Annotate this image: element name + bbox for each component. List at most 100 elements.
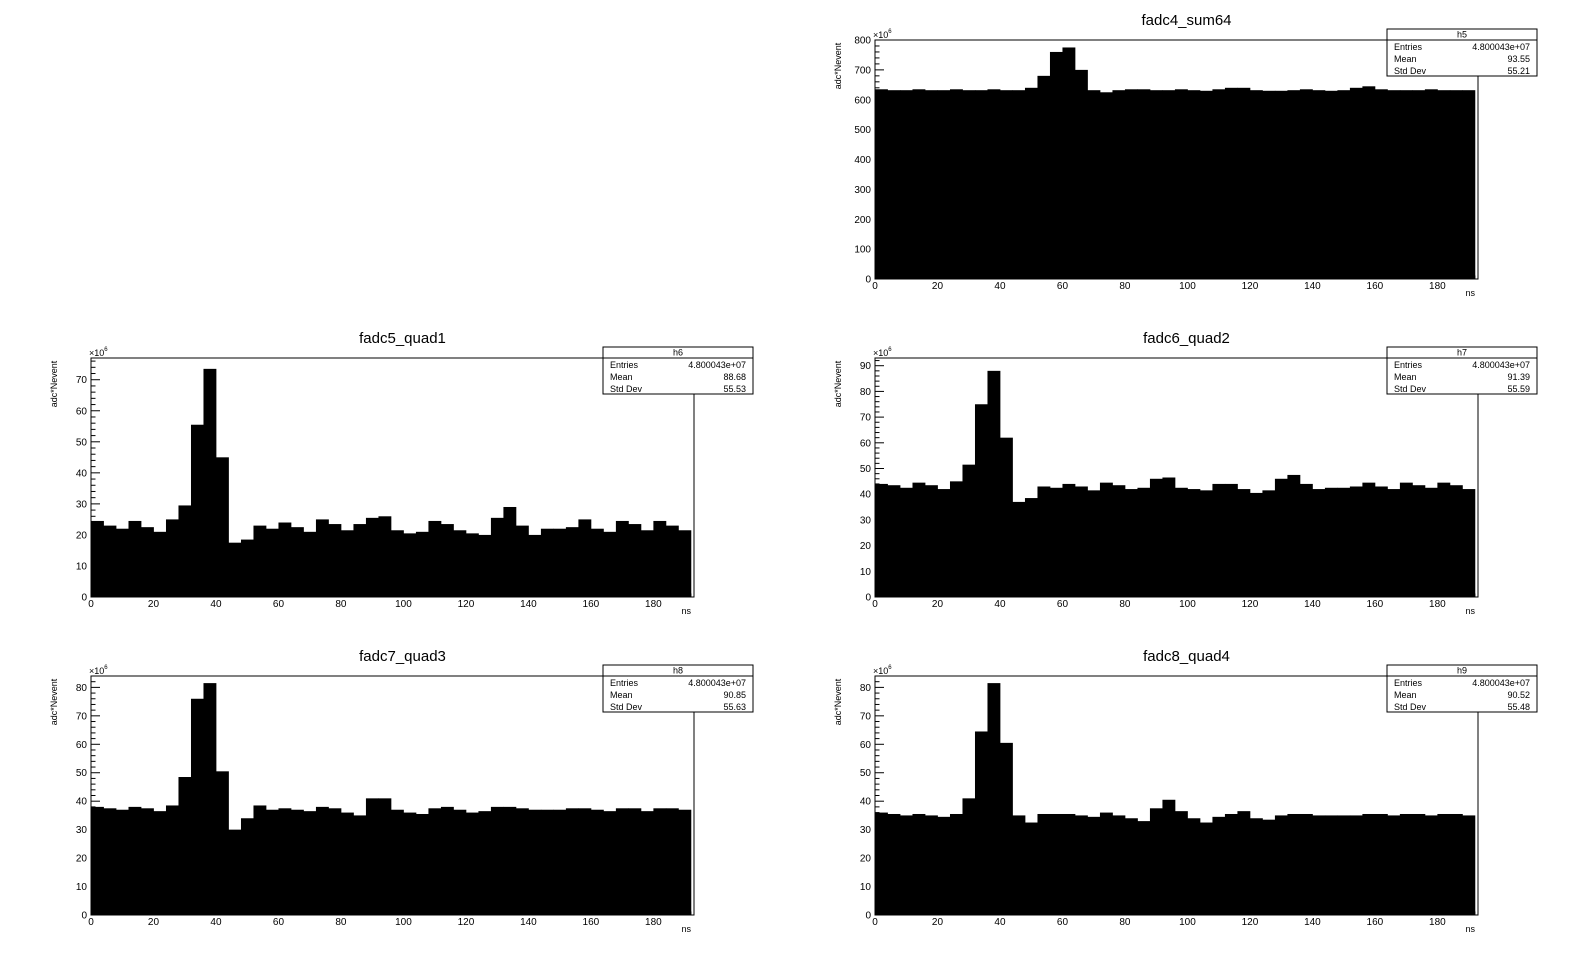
histogram-bar: [1212, 483, 1226, 597]
histogram-bar: [1087, 490, 1101, 597]
histogram-bar: [328, 808, 342, 915]
x-tick-label: 120: [458, 599, 475, 610]
histogram-panel-5: 0 20 40 60 80 100 120 140 160 180 0 10 20 30 40 50 60 70 8…: [833, 648, 1538, 934]
histogram-bar: [1224, 87, 1238, 279]
histogram-bar: [1424, 487, 1438, 597]
y-tick-label: 0: [865, 275, 871, 286]
y-tick-label: 50: [860, 464, 872, 475]
histogram-bar: [1162, 90, 1176, 279]
histogram-bar: [1062, 47, 1076, 279]
histogram-bar: [1037, 813, 1051, 915]
histogram-bar: [640, 530, 654, 597]
histogram-bar: [974, 731, 988, 915]
histogram-bar: [1437, 813, 1451, 915]
histogram-bar: [1024, 498, 1038, 597]
histogram-bar: [1237, 87, 1251, 279]
x-tick-label: 20: [932, 281, 944, 292]
histogram-bar: [1412, 813, 1426, 915]
x-tick-label: 60: [1057, 281, 1069, 292]
histogram-panel-2: 0 20 40 60 80 100 120 140 160 180 0 10 20 30 40 50 60 70 f…: [49, 330, 754, 616]
histogram-bar: [912, 89, 926, 279]
histogram-bar: [290, 809, 304, 915]
x-tick-label: 160: [583, 917, 600, 928]
histogram-bar: [1087, 90, 1101, 279]
histogram-bar: [390, 530, 404, 597]
histogram-bar: [1074, 815, 1088, 915]
y-tick-label: 70: [76, 711, 88, 722]
histogram-bar: [628, 808, 642, 915]
histogram-bar: [1024, 87, 1038, 279]
histogram-bar: [615, 808, 629, 915]
histogram-bar: [1374, 486, 1388, 597]
x-tick-label: 140: [1304, 281, 1321, 292]
histogram-bar: [887, 90, 901, 279]
histogram-bar: [353, 524, 367, 597]
histogram-bar: [178, 505, 192, 597]
x-tick-label: 160: [583, 599, 600, 610]
histogram-bar: [1249, 818, 1263, 915]
histogram-bar: [1149, 90, 1163, 279]
x-tick-label: 140: [1304, 917, 1321, 928]
histogram-bar: [1099, 812, 1113, 915]
histogram-bar: [875, 812, 888, 915]
histogram-bar: [899, 815, 913, 915]
histogram-bar: [1237, 489, 1251, 597]
histogram-bar: [1387, 489, 1401, 597]
histogram-bar: [328, 524, 342, 597]
stats-label: Std Dev: [610, 384, 643, 394]
y-tick-label: 20: [860, 541, 872, 552]
y-tick-label: 20: [76, 854, 88, 865]
stats-value: 93.55: [1507, 54, 1530, 64]
histogram-bar: [1287, 90, 1301, 279]
histogram-bar: [1287, 813, 1301, 915]
histogram-bar: [390, 809, 404, 915]
histogram-bar: [1349, 815, 1363, 915]
y-tick-label: 30: [76, 825, 88, 836]
y-tick-label: 0: [865, 593, 871, 604]
stats-histogram-name: h7: [1457, 348, 1467, 358]
x-tick-label: 60: [273, 917, 285, 928]
y-tick-label: 80: [860, 683, 872, 694]
x-tick-label: 60: [273, 599, 285, 610]
histogram-bar: [1049, 51, 1063, 280]
stats-box-frame: [1386, 346, 1538, 395]
histogram-bar: [265, 528, 279, 597]
histogram-bar: [1274, 815, 1288, 915]
stats-box-frame: [1386, 664, 1538, 713]
chart-title: fadc8_quad4: [1143, 648, 1230, 665]
stats-box-frame: [602, 664, 754, 713]
histogram-bar: [1187, 90, 1201, 279]
histogram-bar: [265, 809, 279, 915]
histogram-bar: [228, 542, 242, 597]
histogram-bar: [1349, 87, 1363, 279]
histogram-bar: [190, 424, 204, 597]
x-tick-label: 0: [872, 917, 878, 928]
histogram-bar: [1312, 815, 1326, 915]
x-tick-label: 40: [994, 917, 1006, 928]
histogram-bar: [665, 525, 679, 597]
x-tick-label: 100: [1179, 281, 1196, 292]
chart-title: fadc4_sum64: [1141, 12, 1231, 29]
histogram-bar: [428, 808, 442, 915]
histogram-bar: [178, 777, 192, 915]
histogram-bar: [1387, 815, 1401, 915]
histogram-bar: [140, 527, 154, 597]
histogram-bar: [590, 528, 604, 597]
y-multiplier: ×106: [873, 665, 892, 676]
histogram-bar: [403, 533, 417, 597]
histogram-bar: [103, 808, 117, 915]
y-tick-label: 70: [860, 413, 872, 424]
stats-box: h9 Entries 4.800043e+07 Mean 90.52 Std Dev 55.…: [1386, 664, 1538, 713]
x-tick-label: 140: [520, 599, 537, 610]
x-tick-label: 40: [994, 281, 1006, 292]
histogram-bar: [1149, 808, 1163, 915]
histogram-bar: [987, 370, 1001, 597]
histogram-bar: [1012, 90, 1026, 279]
y-tick-label: 10: [76, 561, 88, 572]
histogram-bar: [1237, 811, 1251, 915]
x-tick-label: 0: [88, 917, 94, 928]
histogram-bar: [1399, 813, 1413, 915]
histogram-bar: [615, 520, 629, 597]
histogram-bar: [153, 811, 167, 915]
histogram-bar: [1449, 90, 1463, 279]
